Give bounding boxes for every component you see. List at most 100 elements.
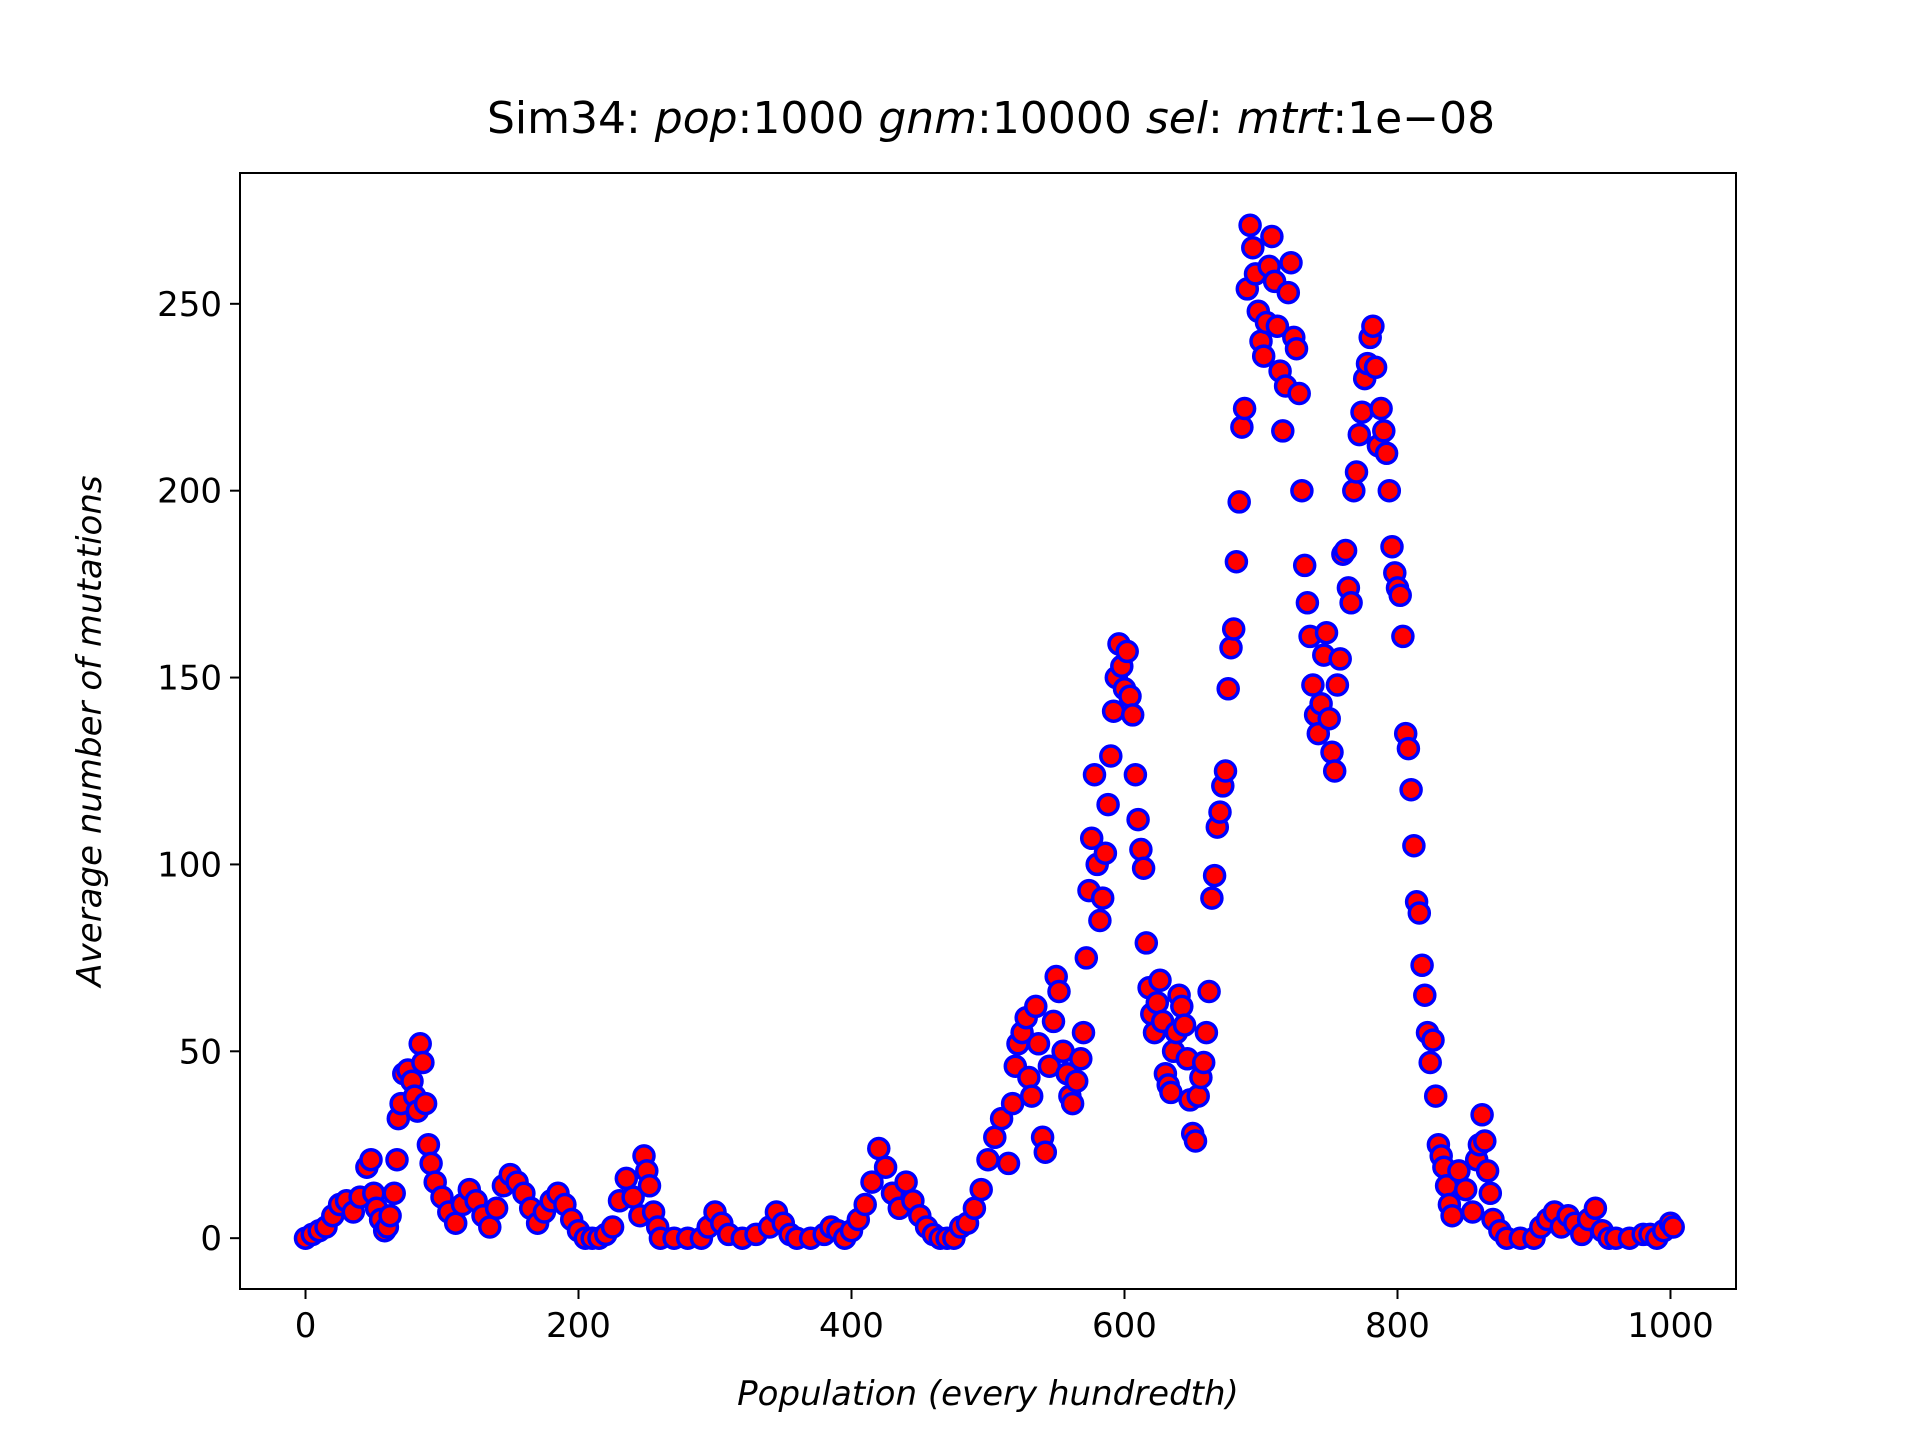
data-point <box>1342 478 1366 503</box>
chart-title-gnm-symbol: gnm <box>878 93 977 144</box>
data-point <box>1197 979 1221 1004</box>
data-point <box>1041 1009 1066 1034</box>
data-point <box>1388 583 1412 608</box>
data-point <box>1213 759 1238 783</box>
data-point <box>419 1151 443 1176</box>
data-point <box>1238 213 1262 238</box>
data-point <box>1402 833 1426 858</box>
data-point <box>1369 396 1393 421</box>
data-point <box>408 1032 432 1056</box>
y-tick-label: 250 <box>157 285 222 325</box>
data-point <box>1071 1020 1096 1045</box>
data-point <box>976 1147 1000 1172</box>
data-point <box>1418 1050 1442 1075</box>
x-tick-label: 600 <box>1092 1306 1157 1346</box>
data-point <box>1284 336 1309 361</box>
data-point <box>1224 549 1249 574</box>
data-point <box>1227 490 1251 514</box>
data-point <box>1374 441 1399 466</box>
data-point <box>1423 1084 1448 1108</box>
data-point <box>1000 1091 1025 1116</box>
data-point <box>1377 478 1402 503</box>
data-point <box>1202 863 1227 888</box>
data-point <box>1276 280 1301 305</box>
data-point <box>1093 841 1118 865</box>
data-point <box>1241 235 1265 260</box>
x-tick-label: 1000 <box>1627 1306 1714 1346</box>
data-point <box>1208 800 1232 824</box>
chart-title-pop-value: :1000 <box>738 93 879 144</box>
y-tick-label: 200 <box>157 472 222 512</box>
x-axis-label: Population (every hundredth) <box>737 1374 1239 1414</box>
data-point <box>1219 635 1243 660</box>
data-point <box>1473 1129 1497 1153</box>
data-point <box>378 1203 402 1228</box>
chart-title-gnm-value: :10000 <box>977 93 1146 144</box>
data-point <box>1399 777 1423 802</box>
data-point <box>484 1196 509 1221</box>
data-point <box>1396 736 1421 761</box>
y-axis-label: Average number of mutations <box>70 475 110 988</box>
data-point <box>1074 946 1099 970</box>
data-point <box>1101 699 1126 723</box>
data-point <box>1079 826 1104 851</box>
data-point <box>411 1050 435 1075</box>
plot-area-frame <box>239 172 1737 1290</box>
data-point <box>1120 703 1145 727</box>
data-point <box>1475 1159 1500 1183</box>
chart-title-pop-symbol: pop <box>654 93 738 144</box>
data-point <box>1361 314 1385 338</box>
data-point <box>1333 538 1358 563</box>
data-point <box>1019 1084 1044 1108</box>
data-point <box>1407 901 1432 925</box>
data-point <box>1216 677 1240 701</box>
data-point <box>1118 684 1142 708</box>
data-point <box>1026 1032 1051 1056</box>
data-point <box>1583 1196 1608 1221</box>
data-point <box>1478 1181 1503 1206</box>
y-tick-label: 50 <box>179 1032 222 1072</box>
data-point <box>1194 1020 1219 1045</box>
data-point <box>1344 460 1369 484</box>
data-point <box>1099 744 1123 768</box>
data-point <box>1230 415 1254 439</box>
chart-title-mtrt-value: :1e−08 <box>1332 93 1495 144</box>
data-point <box>382 1181 406 1206</box>
data-point <box>1410 953 1434 978</box>
data-point <box>1232 396 1257 421</box>
data-point <box>1186 1084 1210 1108</box>
data-point <box>1047 979 1071 1004</box>
y-tick-label: 150 <box>157 659 222 699</box>
data-point <box>1115 639 1139 664</box>
data-point <box>1460 1200 1485 1224</box>
data-point <box>359 1147 383 1172</box>
data-point <box>1301 673 1325 697</box>
y-tick-label: 100 <box>157 845 222 885</box>
chart-title: Sim34: pop:1000 gnm:10000 sel: mtrt:1e−0… <box>487 93 1495 144</box>
data-point <box>1145 990 1170 1015</box>
data-point <box>1279 250 1303 275</box>
data-point <box>1090 886 1115 910</box>
data-point <box>1123 762 1148 787</box>
data-point <box>1183 1129 1208 1153</box>
data-point <box>385 1147 409 1172</box>
data-point <box>1372 419 1396 443</box>
data-point <box>1200 886 1224 910</box>
x-axis-ticks: 0 200 400 600 800 1000 <box>295 1289 1714 1346</box>
data-point <box>1347 422 1372 447</box>
chart-title-mtrt-symbol: mtrt <box>1237 93 1334 144</box>
data-point <box>1251 344 1276 368</box>
data-point <box>1033 1140 1058 1164</box>
data-point <box>1159 1080 1183 1105</box>
data-point <box>1661 1215 1685 1239</box>
chart-title-prefix: Sim34: <box>487 93 655 144</box>
data-point <box>1148 968 1172 993</box>
y-axis-ticks: 0 50 100 150 200 250 <box>157 285 240 1259</box>
x-tick-label: 400 <box>819 1306 884 1346</box>
data-point <box>1320 740 1344 765</box>
data-point <box>1082 762 1107 787</box>
x-tick-label: 800 <box>1365 1306 1430 1346</box>
chart-title-sel-value: : <box>1208 93 1237 144</box>
data-point <box>416 1132 441 1157</box>
